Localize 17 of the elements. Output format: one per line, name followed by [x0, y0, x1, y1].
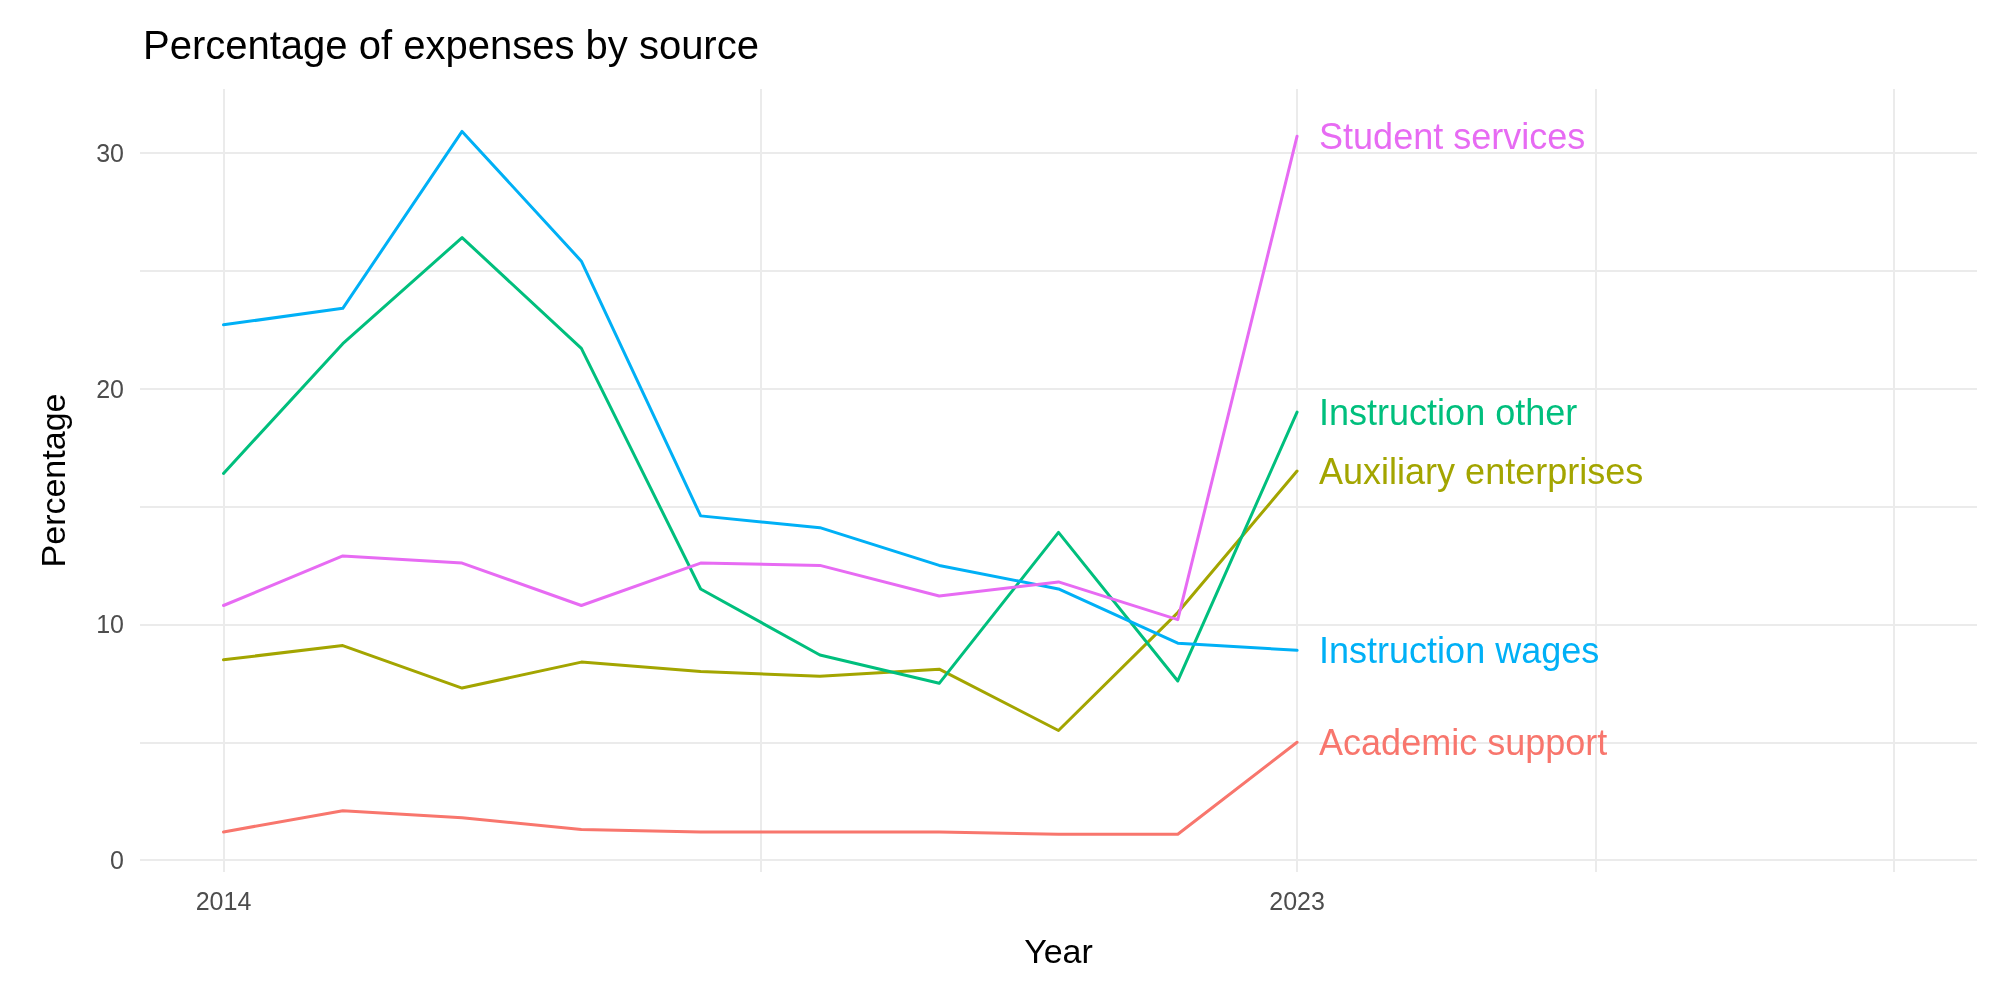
y-axis-title: Percentage	[34, 393, 72, 568]
y-tick-label: 10	[96, 610, 124, 639]
line-series	[222, 236, 1299, 685]
series-label: Auxiliary enterprises	[1319, 450, 1644, 492]
x-axis-title: Year	[1024, 932, 1093, 970]
y-tick-label: 0	[110, 846, 124, 875]
y-tick-label: 30	[96, 138, 124, 167]
x-tick-label: 2023	[1269, 886, 1325, 915]
line-series	[222, 740, 1299, 836]
y-tick-label: 20	[96, 374, 124, 403]
line-series	[222, 469, 1299, 732]
series-label: Student services	[1319, 115, 1586, 157]
series-label: Instruction other	[1319, 391, 1578, 433]
series-label: Academic support	[1319, 721, 1608, 763]
chart-title: Percentage of expenses by source	[143, 23, 759, 67]
x-tick-label: 2014	[195, 886, 252, 915]
series-label: Instruction wages	[1319, 629, 1600, 671]
